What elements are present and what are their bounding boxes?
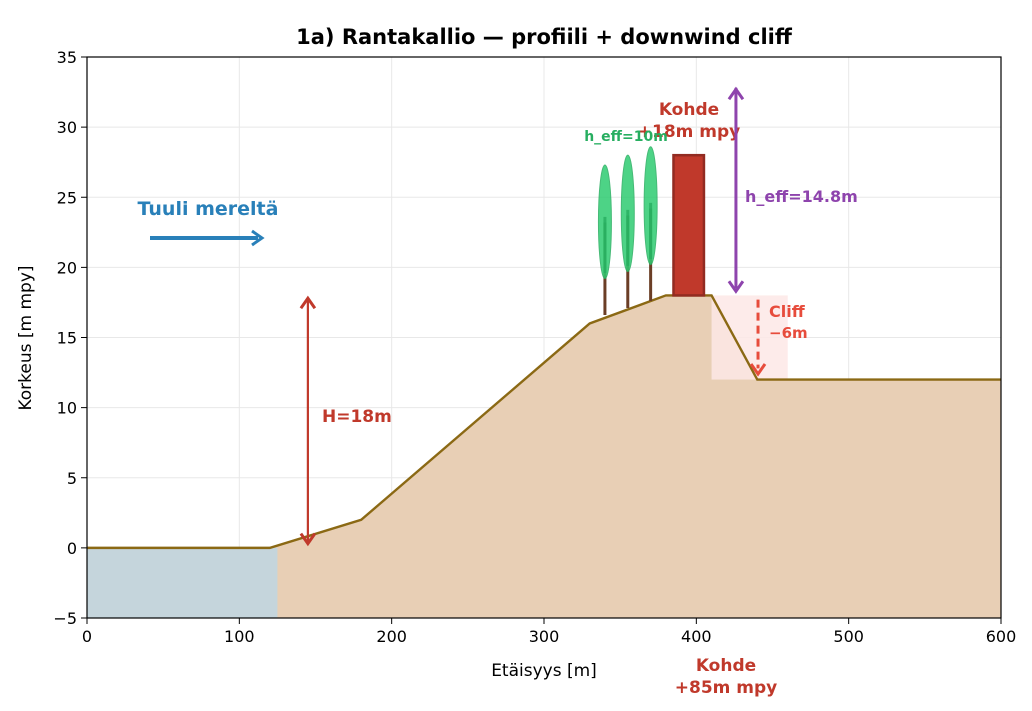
cliff-label-line1: Cliff xyxy=(769,302,806,321)
wind-label: Tuuli mereltä xyxy=(138,198,279,220)
y-tick-label: 15 xyxy=(57,329,77,348)
wind-arrow-head xyxy=(251,229,265,247)
x-tick-label: 600 xyxy=(986,627,1017,646)
y-tick-label: 5 xyxy=(67,469,77,488)
y-tick-label: −5 xyxy=(53,609,77,628)
cliff-label-line2: −6m xyxy=(769,324,808,342)
heff-label: h_eff=14.8m xyxy=(745,187,858,206)
tree-heff-label: h_eff=10m xyxy=(584,129,668,145)
y-tick-label: 30 xyxy=(57,118,77,137)
y-tick-label: 35 xyxy=(57,48,77,67)
terrain-fill xyxy=(87,295,1001,618)
x-tick-label: 100 xyxy=(224,627,255,646)
y-axis-label: Korkeus [m mpy] xyxy=(16,265,36,410)
heff-arrow-top xyxy=(727,86,745,101)
height-arrow-top xyxy=(299,295,317,310)
y-tick-label: 10 xyxy=(57,399,77,418)
x-tick-label: 500 xyxy=(833,627,864,646)
x-tick-label: 400 xyxy=(681,627,712,646)
y-tick-label: 0 xyxy=(67,539,77,558)
kohde-bottom-label-line1: Kohde xyxy=(696,656,756,676)
heff-arrow-bottom xyxy=(727,280,745,294)
height-arrow-bottom xyxy=(299,532,317,547)
chart-title: 1a) Rantakallio — profiili + downwind cl… xyxy=(296,25,793,49)
height-label: H=18m xyxy=(322,407,392,427)
cliff-arrow-head xyxy=(749,363,767,377)
y-tick-label: 20 xyxy=(57,258,77,277)
x-tick-label: 300 xyxy=(529,627,560,646)
terrain-line xyxy=(87,294,1001,550)
target-building xyxy=(672,153,706,297)
plot-area xyxy=(87,57,1001,618)
x-tick-label: 200 xyxy=(376,627,407,646)
y-tick-label: 25 xyxy=(57,188,77,207)
kohde-top-label-line2: +18m mpy xyxy=(638,122,741,142)
sea-water xyxy=(87,547,278,618)
axes: 0 100 200 300 400 500 600 −5 0 5 10 15 20 25 30 35 xyxy=(53,48,1016,646)
kohde-bottom-label-line2: +85m mpy xyxy=(675,678,778,698)
kohde-top-label-line1: Kohde xyxy=(659,100,719,120)
x-axis-label: Etäisyys [m] xyxy=(491,661,597,681)
x-tick-label: 0 xyxy=(82,627,92,646)
